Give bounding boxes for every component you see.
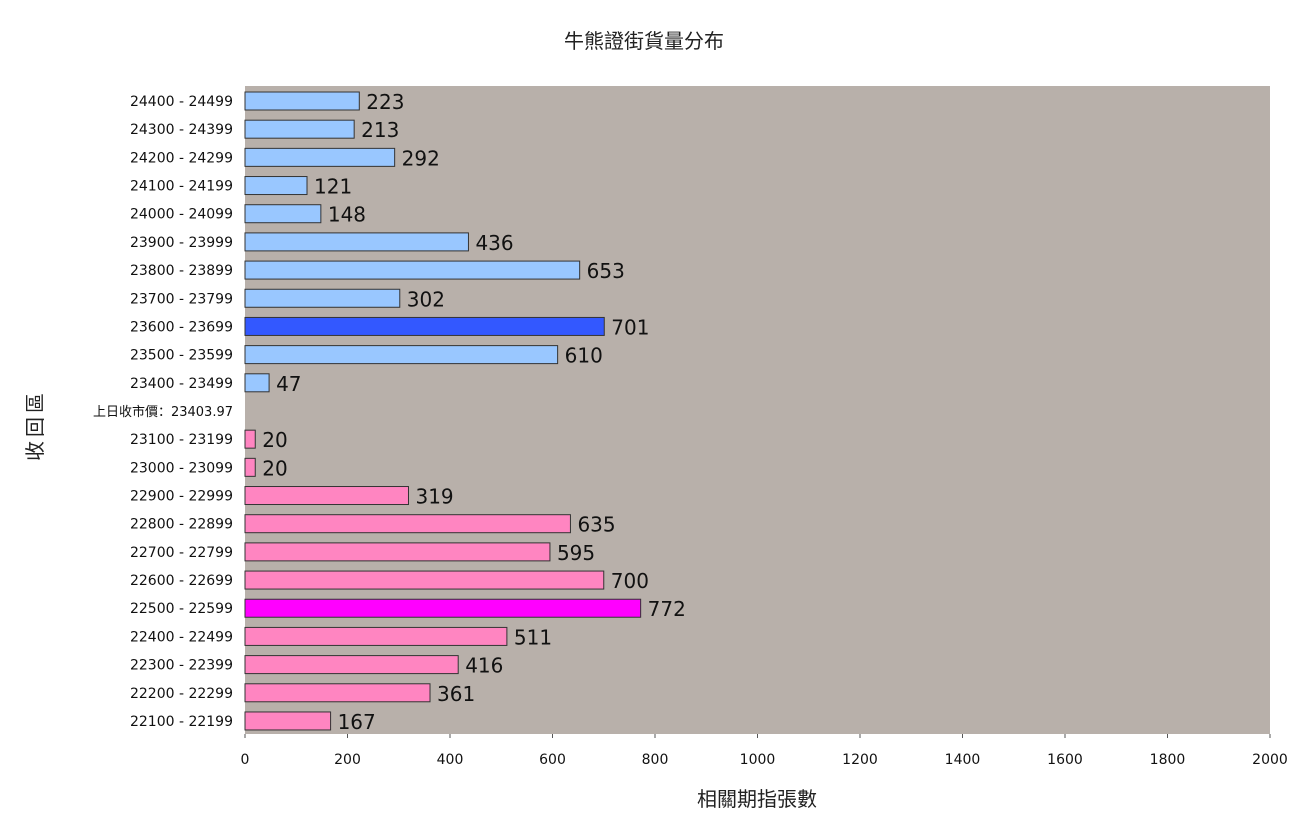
- bar-value-label: 772: [648, 597, 686, 621]
- bar: [244, 457, 256, 477]
- bar-value-label: 416: [465, 654, 503, 678]
- bar-value-label: 47: [276, 372, 301, 396]
- bar-value-label: 701: [611, 315, 649, 339]
- bar: [244, 176, 308, 196]
- bar: [244, 204, 322, 224]
- x-tick-label: 1600: [1047, 752, 1083, 768]
- bar: [244, 514, 571, 534]
- bar-value-label: 20: [262, 456, 287, 480]
- category-label: 23400 - 23499: [130, 376, 233, 392]
- bar-value-label: 223: [366, 90, 404, 114]
- category-labels: 24400 - 24499 24300 - 24399 24200 - 24299 2…: [93, 94, 233, 730]
- category-label: 22800 - 22899: [130, 517, 233, 533]
- chart-title: 牛熊證街貨量分布: [564, 29, 724, 53]
- x-tick-label: 200: [334, 752, 361, 768]
- bar: [244, 711, 332, 731]
- bar-value-label: 511: [514, 625, 552, 649]
- bar: [244, 570, 605, 590]
- category-label: 23100 - 23199: [130, 432, 233, 448]
- x-tick-label: 1800: [1150, 752, 1186, 768]
- bar: [244, 288, 401, 308]
- bar: [244, 345, 559, 365]
- category-label: 22400 - 22499: [130, 629, 233, 645]
- bar-value-label: 121: [314, 175, 352, 199]
- bar-value-label: 213: [361, 118, 399, 142]
- x-tick-label: 800: [642, 752, 669, 768]
- bar: [244, 260, 581, 280]
- bar: [244, 147, 396, 167]
- bar: [244, 429, 256, 449]
- bar-value-label: 635: [577, 513, 615, 537]
- category-label: 24400 - 24499: [130, 94, 233, 110]
- bar-value-label: 700: [611, 569, 649, 593]
- bar: [244, 373, 270, 393]
- bar: [244, 598, 642, 618]
- category-label: 24000 - 24099: [130, 207, 233, 223]
- x-tick-label: 600: [539, 752, 566, 768]
- bar: [244, 486, 409, 506]
- reference-price-label: 上日收市價：23403.97: [93, 404, 233, 420]
- x-tick-label: 0: [241, 752, 250, 768]
- bar-value-label: 148: [328, 203, 366, 227]
- bar: [244, 655, 459, 675]
- bar-value-label: 292: [402, 146, 440, 170]
- category-label: 22900 - 22999: [130, 489, 233, 505]
- category-label: 22700 - 22799: [130, 545, 233, 561]
- bar-value-label: 319: [415, 485, 453, 509]
- category-label: 24200 - 24299: [130, 150, 233, 166]
- bar-value-label: 20: [262, 428, 287, 452]
- category-label: 23600 - 23699: [130, 319, 233, 335]
- bar: [244, 683, 431, 703]
- category-label: 24100 - 24199: [130, 179, 233, 195]
- bar-value-label: 302: [407, 287, 445, 311]
- category-label: 23800 - 23899: [130, 263, 233, 279]
- bar: [244, 119, 355, 139]
- x-tick-label: 1200: [842, 752, 878, 768]
- x-tick-label: 1400: [945, 752, 981, 768]
- bar-value-label: 595: [557, 541, 595, 565]
- bar: [244, 626, 508, 646]
- category-label: 23700 - 23799: [130, 291, 233, 307]
- bar: [244, 232, 469, 252]
- bar-value-label: 610: [565, 344, 603, 368]
- bar-value-label: 361: [437, 682, 475, 706]
- category-label: 24300 - 24399: [130, 122, 233, 138]
- category-label: 22100 - 22199: [130, 714, 233, 730]
- category-label: 23000 - 23099: [130, 460, 233, 476]
- category-label: 22200 - 22299: [130, 686, 233, 702]
- y-axis-title: 收回區: [23, 389, 47, 461]
- x-tick-label: 2000: [1252, 752, 1288, 768]
- category-label: 23500 - 23599: [130, 348, 233, 364]
- plot-area: [245, 86, 1270, 734]
- bar-value-label: 653: [587, 259, 625, 283]
- category-label: 22600 - 22699: [130, 573, 233, 589]
- x-tick-label: 400: [437, 752, 464, 768]
- category-label: 23900 - 23999: [130, 235, 233, 251]
- bar: [244, 91, 360, 111]
- bar-value-label: 167: [338, 710, 376, 734]
- bar: [244, 316, 605, 336]
- category-label: 22500 - 22599: [130, 601, 233, 617]
- x-axis-title: 相關期指張數: [697, 787, 817, 811]
- x-axis-ticks: 0 200 400 600 800 1000 1200 1400 1600 1800 2000: [241, 734, 1288, 768]
- x-tick-label: 1000: [740, 752, 776, 768]
- bars: [244, 91, 642, 731]
- bar-value-label: 436: [475, 231, 513, 255]
- bar: [244, 542, 551, 562]
- category-label: 22300 - 22399: [130, 658, 233, 674]
